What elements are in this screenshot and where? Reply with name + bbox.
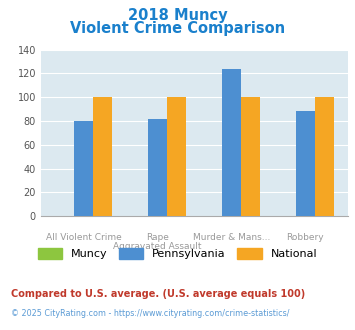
Text: 2018 Muncy: 2018 Muncy — [128, 8, 227, 23]
Bar — [241, 97, 260, 216]
Bar — [315, 97, 334, 216]
Text: © 2025 CityRating.com - https://www.cityrating.com/crime-statistics/: © 2025 CityRating.com - https://www.city… — [11, 309, 289, 317]
Text: Rape: Rape — [146, 233, 169, 242]
Text: Murder & Mans...: Murder & Mans... — [193, 233, 270, 242]
Text: Aggravated Assault: Aggravated Assault — [113, 242, 202, 251]
Text: Compared to U.S. average. (U.S. average equals 100): Compared to U.S. average. (U.S. average … — [11, 289, 305, 299]
Text: Robbery: Robbery — [286, 233, 324, 242]
Legend: Muncy, Pennsylvania, National: Muncy, Pennsylvania, National — [33, 244, 322, 263]
Bar — [93, 97, 113, 216]
Bar — [167, 97, 186, 216]
Bar — [148, 118, 167, 216]
Bar — [222, 69, 241, 216]
Text: All Violent Crime: All Violent Crime — [46, 233, 121, 242]
Bar — [74, 121, 93, 216]
Text: Violent Crime Comparison: Violent Crime Comparison — [70, 21, 285, 36]
Bar — [296, 112, 315, 216]
